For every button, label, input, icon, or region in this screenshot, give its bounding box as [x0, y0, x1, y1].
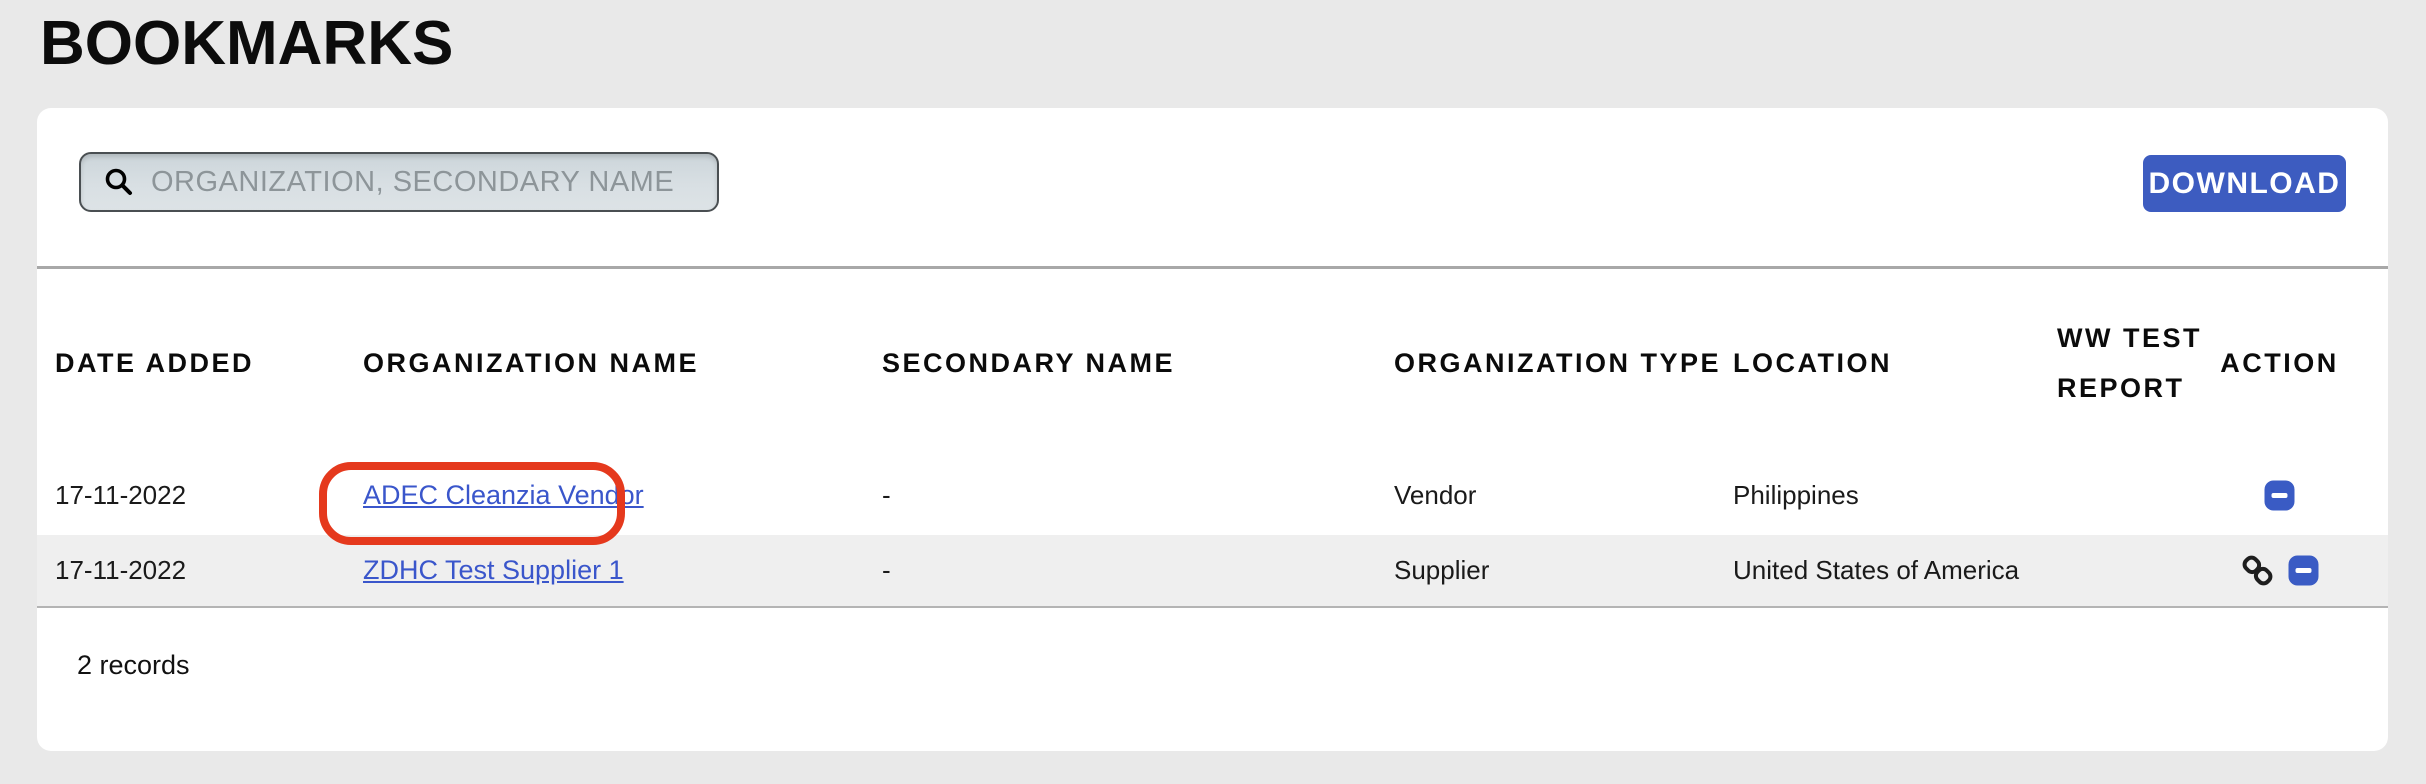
search-box: [79, 152, 719, 212]
table-header: DATE ADDED ORGANIZATION NAME SECONDARY N…: [37, 266, 2388, 456]
date-added-cell: 17-11-2022: [55, 555, 187, 585]
toolbar: DOWNLOAD: [37, 108, 2388, 266]
report-link-button[interactable]: [2240, 553, 2275, 588]
secondary-name-cell: -: [882, 480, 891, 510]
record-count: 2 records: [77, 650, 190, 680]
location-cell: Philippines: [1733, 480, 1859, 510]
organization-type-cell: Supplier: [1394, 555, 1490, 585]
minus-icon: [2264, 480, 2295, 511]
column-header-organization-type: ORGANIZATION TYPE: [1394, 347, 1722, 378]
column-header-date-added: DATE ADDED: [55, 347, 254, 378]
date-added-cell: 17-11-2022: [55, 480, 187, 510]
remove-bookmark-button[interactable]: [2264, 480, 2295, 511]
action-cell: [2217, 480, 2342, 511]
location-cell: United States of America: [1733, 555, 2020, 585]
link-icon: [2242, 555, 2273, 586]
column-header-action: ACTION: [2220, 347, 2339, 378]
column-header-ww-test-report: WW TEST REPORT: [2057, 322, 2202, 403]
table-row: 17-11-2022 ZDHC Test Supplier 1 - Suppli…: [37, 535, 2388, 608]
column-header-location: LOCATION: [1733, 347, 1892, 378]
organization-link[interactable]: ADEC Cleanzia Vendor: [363, 480, 644, 510]
column-header-secondary-name: SECONDARY NAME: [882, 347, 1176, 378]
table-row: 17-11-2022 ADEC Cleanzia Vendor - Vendor…: [37, 456, 2388, 535]
search-input[interactable]: [79, 152, 719, 212]
action-cell: [2217, 553, 2342, 588]
column-header-organization-name: ORGANIZATION NAME: [363, 347, 699, 378]
organization-link[interactable]: ZDHC Test Supplier 1: [363, 555, 624, 585]
remove-bookmark-button[interactable]: [2288, 555, 2319, 586]
minus-icon: [2288, 555, 2319, 586]
bookmarks-card: DOWNLOAD DATE ADDED ORGANIZATION NAME SE…: [37, 108, 2388, 751]
organization-type-cell: Vendor: [1394, 480, 1477, 510]
page-title: BOOKMARKS: [40, 9, 454, 78]
download-button[interactable]: DOWNLOAD: [2143, 155, 2346, 212]
secondary-name-cell: -: [882, 555, 891, 585]
